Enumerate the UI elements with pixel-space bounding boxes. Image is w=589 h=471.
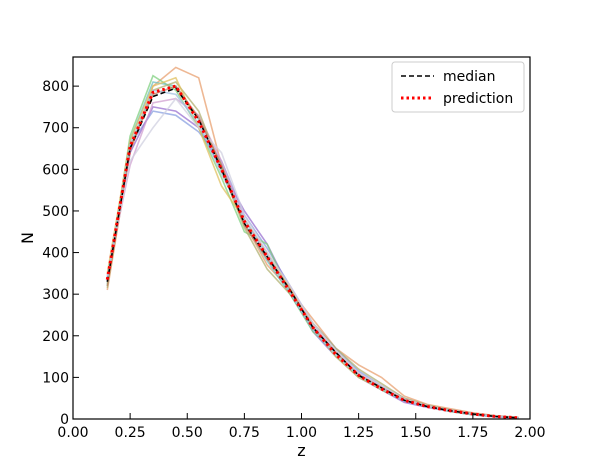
y-tick-label: 100	[42, 370, 69, 386]
y-tick-label: 0	[60, 412, 69, 428]
legend-prediction-label: prediction	[443, 91, 513, 107]
y-axis-ticks: 0 100 200 300 400 500 600 700 800	[42, 79, 79, 428]
x-tick-label: 1.75	[457, 425, 488, 441]
x-tick-label: 1.00	[286, 425, 317, 441]
realization-line-0	[106, 66, 519, 419]
x-tick-label: 0.50	[172, 425, 203, 441]
legend: median prediction	[391, 61, 525, 113]
y-tick-label: 500	[42, 204, 69, 220]
x-tick-label: 2.00	[514, 425, 545, 441]
x-tick-label: 0.25	[115, 425, 146, 441]
y-tick-label: 700	[42, 121, 69, 137]
x-tick-label: 0.00	[57, 425, 88, 441]
y-tick-label: 300	[42, 287, 69, 303]
y-axis-title: N	[18, 232, 37, 244]
y-tick-label: 400	[42, 246, 69, 262]
legend-median-label: median	[443, 69, 495, 85]
y-tick-label: 600	[42, 162, 69, 178]
x-axis-ticks: 0.00 0.25 0.50 0.75 1.00 1.25 1.50 1.75 2.00	[57, 413, 546, 441]
x-tick-label: 1.50	[400, 425, 431, 441]
main-lines	[105, 84, 519, 420]
x-axis-title: z	[297, 441, 305, 460]
x-tick-label: 1.25	[343, 425, 374, 441]
y-tick-label: 200	[42, 329, 69, 345]
series-line-prediction	[105, 84, 519, 420]
x-tick-label: 0.75	[229, 425, 260, 441]
y-tick-label: 800	[42, 79, 69, 95]
